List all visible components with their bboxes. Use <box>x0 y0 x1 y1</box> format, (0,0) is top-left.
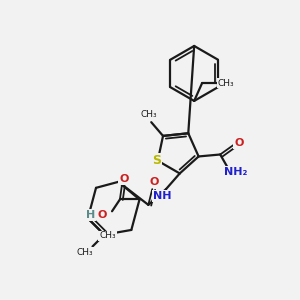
Text: NH: NH <box>153 191 171 201</box>
Text: O: O <box>234 138 244 148</box>
Text: NH₂: NH₂ <box>224 167 247 177</box>
Text: CH₃: CH₃ <box>141 110 158 119</box>
Text: CH₃: CH₃ <box>76 248 93 257</box>
Text: O: O <box>98 210 107 220</box>
Text: O: O <box>119 174 128 184</box>
Text: CH₃: CH₃ <box>217 79 234 88</box>
Text: S: S <box>152 154 161 167</box>
Text: CH₃: CH₃ <box>99 232 116 241</box>
Text: O: O <box>149 177 159 187</box>
Text: H: H <box>86 210 95 220</box>
